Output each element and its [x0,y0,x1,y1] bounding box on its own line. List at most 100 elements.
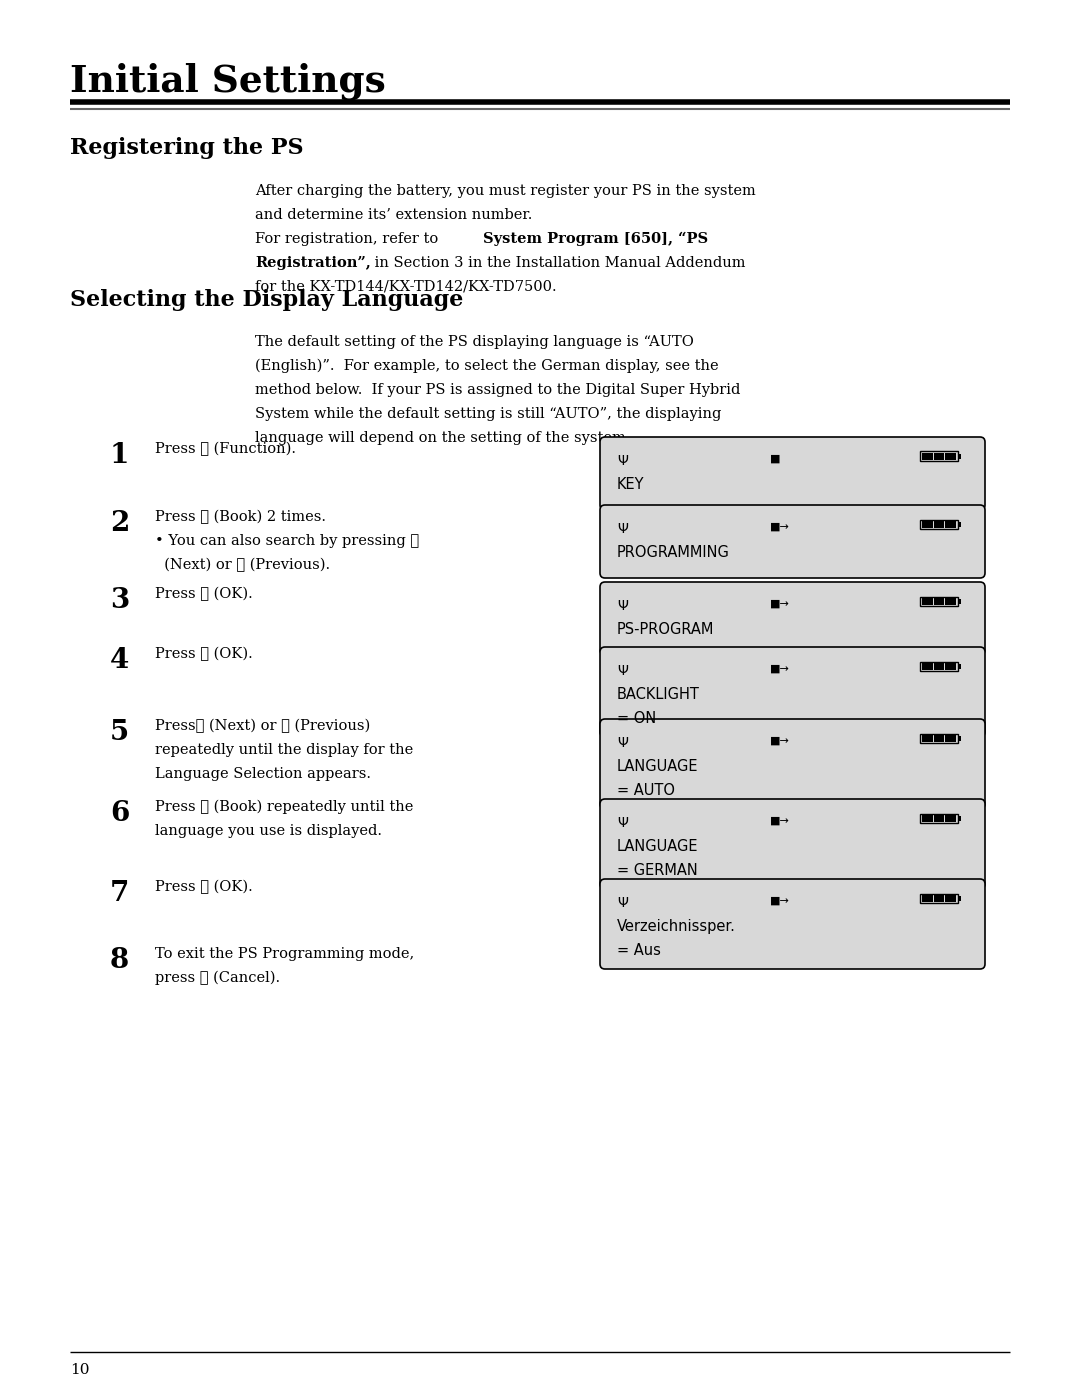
Text: Ψ: Ψ [617,599,627,613]
Text: ■→: ■→ [770,816,789,826]
FancyBboxPatch shape [600,799,985,888]
Text: Initial Settings: Initial Settings [70,61,386,99]
Bar [958,454,961,458]
Bar [934,598,944,605]
Text: ■→: ■→ [770,599,789,609]
Text: PressⒶ (Next) or Ⓞ (Previous): PressⒶ (Next) or Ⓞ (Previous) [156,719,370,733]
Text: • You can also search by pressing Ⓐ: • You can also search by pressing Ⓐ [156,534,419,548]
Text: ■→: ■→ [770,736,789,746]
Text: Ψ: Ψ [617,816,627,830]
Bar [945,814,956,821]
Text: To exit the PS Programming mode,: To exit the PS Programming mode, [156,947,415,961]
FancyBboxPatch shape [600,719,985,809]
Text: = ON: = ON [617,711,657,726]
Text: ■→: ■→ [770,895,789,907]
Bar [922,894,933,902]
Text: Press Ⓑ (Book) 2 times.: Press Ⓑ (Book) 2 times. [156,510,326,524]
Text: Press Ⓕ (Function).: Press Ⓕ (Function). [156,441,296,457]
Text: 2: 2 [110,510,130,536]
Text: language will depend on the setting of the system.: language will depend on the setting of t… [255,432,631,446]
Text: press Ⓓ (Cancel).: press Ⓓ (Cancel). [156,971,280,985]
Text: Verzeichnissper.: Verzeichnissper. [617,919,735,935]
Text: 8: 8 [110,947,130,974]
FancyBboxPatch shape [600,437,985,510]
Bar [934,662,944,671]
Text: for the KX-TD144/KX-TD142/KX-TD7500.: for the KX-TD144/KX-TD142/KX-TD7500. [255,279,556,293]
Text: Ψ: Ψ [617,895,627,909]
Bar [920,813,958,823]
Bar [922,453,933,460]
Bar [945,735,956,742]
Text: LANGUAGE: LANGUAGE [617,759,699,774]
Text: Ψ: Ψ [617,664,627,678]
Bar [920,733,958,743]
Text: = AUTO: = AUTO [617,782,675,798]
Text: 5: 5 [110,719,130,746]
Text: Press Ⓒ (OK).: Press Ⓒ (OK). [156,880,253,894]
Bar [958,816,961,820]
Text: For registration, refer to: For registration, refer to [255,232,443,246]
Bar [934,735,944,742]
Text: Press Ⓑ (Book) repeatedly until the: Press Ⓑ (Book) repeatedly until the [156,800,414,814]
Text: The default setting of the PS displaying language is “AUTO: The default setting of the PS displaying… [255,335,693,349]
Bar [934,453,944,460]
Text: 4: 4 [110,647,130,673]
Bar [945,521,956,528]
Bar [958,599,961,604]
Text: ■: ■ [770,454,781,464]
Text: PS-PROGRAM: PS-PROGRAM [617,622,714,637]
Text: method below.  If your PS is assigned to the Digital Super Hybrid: method below. If your PS is assigned to … [255,383,741,397]
Text: and determine its’ extension number.: and determine its’ extension number. [255,208,532,222]
FancyBboxPatch shape [600,504,985,578]
Bar [945,453,956,460]
Bar [945,598,956,605]
Text: LANGUAGE: LANGUAGE [617,840,699,854]
Text: After charging the battery, you must register your PS in the system: After charging the battery, you must reg… [255,184,756,198]
Bar [922,662,933,671]
Bar [958,664,961,669]
Text: System Program [650], “PS: System Program [650], “PS [483,232,708,246]
Bar [922,814,933,821]
Bar [945,894,956,902]
Text: = Aus: = Aus [617,943,661,958]
Bar [922,735,933,742]
Bar [922,521,933,528]
Bar [920,894,958,902]
Text: in Section 3 in the Installation Manual Addendum: in Section 3 in the Installation Manual … [370,256,745,270]
Text: Registering the PS: Registering the PS [70,137,303,159]
Text: Ψ: Ψ [617,522,627,536]
Bar [958,895,961,901]
Text: ■→: ■→ [770,522,789,532]
Text: = GERMAN: = GERMAN [617,863,698,877]
Bar [920,520,958,529]
Bar [958,736,961,740]
Bar [920,662,958,671]
Bar [934,814,944,821]
Text: Selecting the Display Language: Selecting the Display Language [70,289,463,312]
Text: Ψ: Ψ [617,736,627,750]
Text: KEY: KEY [617,476,645,492]
Text: PROGRAMMING: PROGRAMMING [617,545,730,560]
Text: Ψ: Ψ [617,454,627,468]
Text: 10: 10 [70,1363,90,1377]
Text: (English)”.  For example, to select the German display, see the: (English)”. For example, to select the G… [255,359,718,373]
Bar [934,521,944,528]
Text: 6: 6 [110,800,130,827]
Text: language you use is displayed.: language you use is displayed. [156,824,382,838]
Text: 7: 7 [110,880,130,907]
Text: Press Ⓒ (OK).: Press Ⓒ (OK). [156,647,253,661]
FancyBboxPatch shape [600,647,985,738]
Bar [920,451,958,461]
FancyBboxPatch shape [600,583,985,655]
FancyBboxPatch shape [600,879,985,970]
Text: Language Selection appears.: Language Selection appears. [156,767,372,781]
Text: Press Ⓒ (OK).: Press Ⓒ (OK). [156,587,253,601]
Text: repeatedly until the display for the: repeatedly until the display for the [156,743,414,757]
Text: 1: 1 [110,441,130,469]
Text: (Next) or Ⓞ (Previous).: (Next) or Ⓞ (Previous). [156,557,330,573]
Text: ■→: ■→ [770,664,789,673]
Bar [922,598,933,605]
Text: BACKLIGHT: BACKLIGHT [617,687,700,703]
Text: Registration”,: Registration”, [255,256,370,270]
Bar [945,662,956,671]
